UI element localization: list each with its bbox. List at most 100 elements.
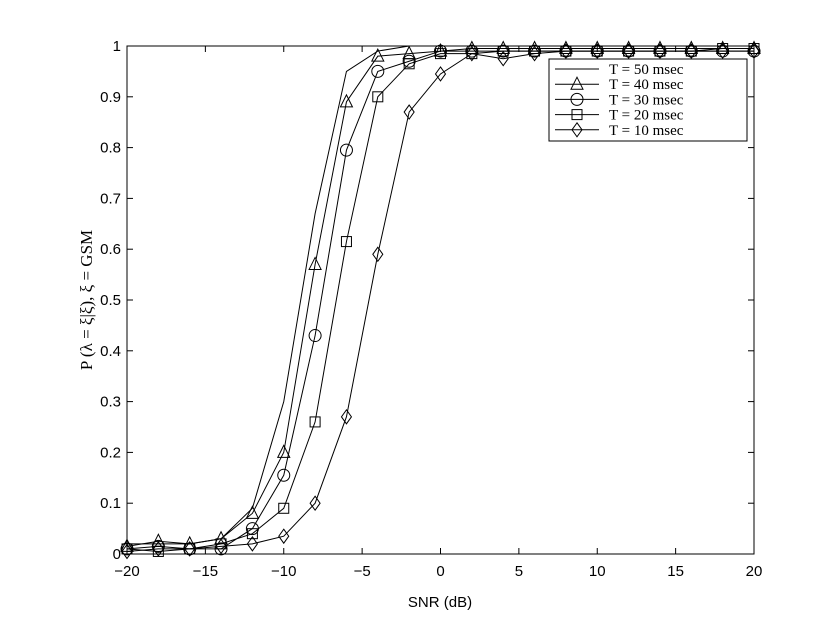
data-point-circle <box>559 44 573 58</box>
data-point-circle <box>496 44 510 58</box>
data-point-diamond <box>685 43 697 59</box>
data-point-square <box>340 236 352 248</box>
legend-marker-diamond <box>571 121 583 138</box>
data-point-circle <box>653 44 667 58</box>
y-tick-label: 1 <box>113 38 121 55</box>
data-point-diamond <box>654 43 666 59</box>
data-point-circle <box>339 143 353 157</box>
data-point-square <box>372 91 384 103</box>
legend-marker-circle <box>570 92 584 106</box>
data-point-circle <box>684 44 698 58</box>
data-point-diamond <box>528 45 541 62</box>
data-point-diamond <box>215 538 227 555</box>
y-tick-label: 0.3 <box>100 394 121 411</box>
data-point-diamond <box>372 246 384 263</box>
y-tick-label: 0.5 <box>100 292 121 309</box>
x-tick-label: −10 <box>271 563 296 580</box>
data-point-diamond <box>121 543 133 560</box>
data-point-triangle <box>527 40 542 55</box>
y-tick-label: 0.6 <box>100 241 121 258</box>
legend-box <box>548 58 748 142</box>
x-tick-label: 15 <box>667 563 684 580</box>
data-point-diamond <box>717 43 729 59</box>
data-point-circle <box>245 522 259 536</box>
data-point-circle <box>528 44 542 58</box>
series-line-5 <box>126 50 754 552</box>
x-tick-label: 10 <box>589 563 606 580</box>
data-point-square <box>278 502 290 514</box>
legend-label: T = 40 msec <box>609 77 684 93</box>
data-point-triangle <box>433 42 448 57</box>
data-point-diamond <box>434 66 447 82</box>
data-point-circle <box>120 542 134 556</box>
series-line-1 <box>127 45 754 545</box>
data-point-circle <box>716 44 730 58</box>
x-tick-label: −20 <box>114 563 139 580</box>
legend-marker-square <box>571 109 583 121</box>
legend-label: T = 10 msec <box>609 123 684 139</box>
data-point-diamond <box>152 541 164 557</box>
x-tick-label: 0 <box>436 563 444 580</box>
x-tick-label: 5 <box>515 563 523 580</box>
data-point-triangle <box>308 256 322 270</box>
data-point-diamond <box>622 43 635 59</box>
data-point-diamond <box>340 408 353 425</box>
x-axis-label: SNR (dB) <box>408 594 472 611</box>
data-point-circle <box>465 44 479 58</box>
data-point-diamond <box>403 104 415 120</box>
data-point-square <box>309 416 321 428</box>
data-point-triangle <box>496 40 511 55</box>
y-tick-label: 0.4 <box>100 343 121 360</box>
data-point-circle <box>214 542 228 556</box>
series-markers <box>120 40 761 560</box>
data-point-triangle <box>214 530 228 545</box>
y-tick-label: 0.7 <box>100 190 121 207</box>
data-point-circle <box>277 468 291 482</box>
data-point-circle <box>434 44 447 58</box>
data-point-circle <box>371 64 385 78</box>
data-point-circle <box>308 329 322 343</box>
y-tick-label: 0.2 <box>100 444 121 461</box>
data-point-circle <box>747 44 761 58</box>
y-tick-label: 0 <box>113 546 121 563</box>
data-point-triangle <box>465 40 479 55</box>
data-point-diamond <box>466 45 478 62</box>
data-point-triangle <box>120 538 134 552</box>
y-tick-label: 0.9 <box>100 89 121 106</box>
data-point-circle <box>622 44 636 58</box>
data-point-diamond <box>184 541 196 557</box>
legend-label: T = 20 msec <box>609 108 684 124</box>
data-point-circle <box>151 539 165 553</box>
y-axis-label: P (λ = ξ|ξ), ξ = GSM <box>77 230 96 370</box>
data-point-diamond <box>278 528 290 545</box>
x-tick-label: 20 <box>746 563 763 580</box>
data-point-circle <box>183 542 197 556</box>
y-tick-label: 0.1 <box>100 495 121 512</box>
data-point-triangle <box>245 505 260 519</box>
x-tick-label: −5 <box>354 563 371 580</box>
data-point-diamond <box>591 43 603 59</box>
data-point-triangle <box>370 48 385 62</box>
data-point-circle <box>590 44 604 58</box>
data-point-diamond <box>246 535 259 552</box>
y-tick-label: 0.8 <box>100 140 121 157</box>
legend-marker-triangle <box>570 76 584 90</box>
x-tick-label: −15 <box>193 563 218 580</box>
data-point-square <box>497 45 509 57</box>
data-point-square <box>403 58 415 70</box>
data-point-triangle <box>276 444 291 458</box>
data-point-diamond <box>309 495 321 512</box>
data-point-diamond <box>560 43 572 59</box>
data-point-triangle <box>339 93 354 108</box>
data-point-diamond <box>497 50 509 67</box>
data-point-diamond <box>748 43 760 59</box>
series-lines <box>126 45 754 552</box>
data-point-square <box>435 48 446 60</box>
data-point-circle <box>402 54 416 68</box>
legend-label: T = 30 msec <box>609 92 684 108</box>
data-point-square <box>246 528 258 540</box>
legend-label: T = 50 msec <box>609 62 684 78</box>
data-point-triangle <box>182 535 197 550</box>
